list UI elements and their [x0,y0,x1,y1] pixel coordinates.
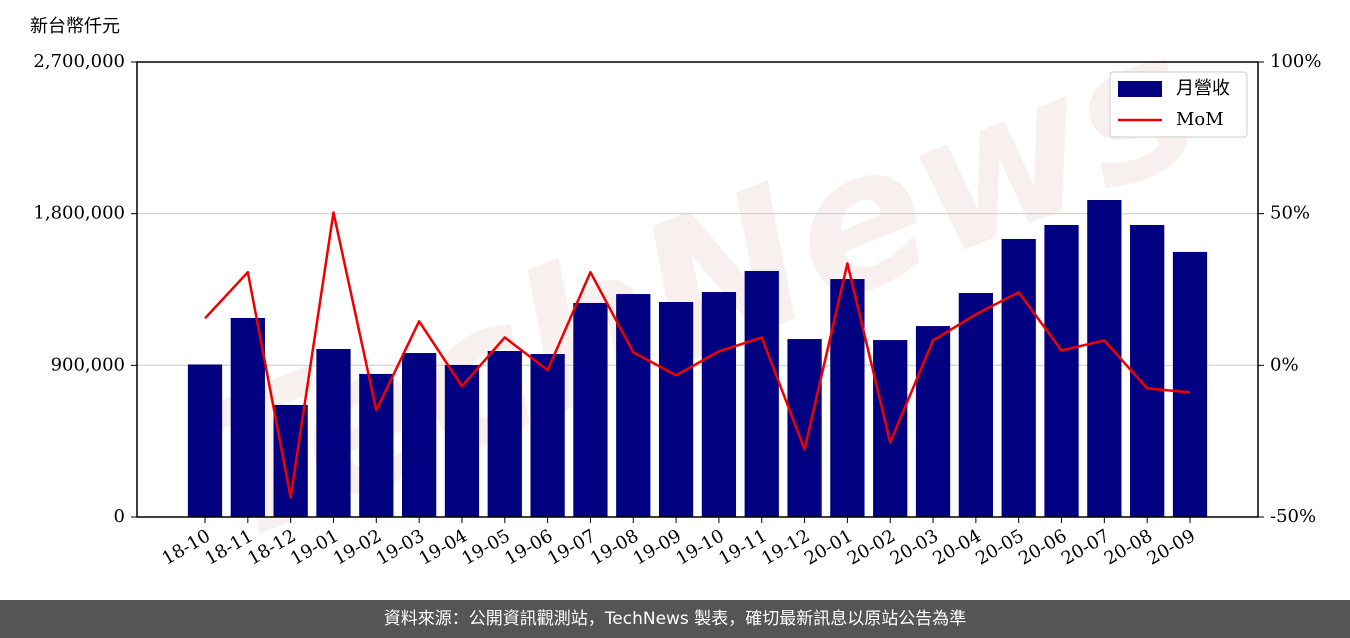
bar [873,340,908,517]
bar [316,348,351,517]
y2-tick-label: -50% [1270,506,1316,527]
y2-tick-label: 0% [1270,354,1299,375]
y2-tick-label: 100% [1270,51,1321,72]
x-tick-label: 19-08 [587,525,642,569]
bar [402,353,437,517]
y-tick-label: 900,000 [51,354,125,375]
y-tick-label: 1,800,000 [33,203,125,224]
footer-text: 資料來源：公開資訊觀測站，TechNews 製表，確切最新訊息以原站公告為準 [384,609,966,629]
bar [658,301,694,517]
x-tick-label: 19-07 [544,525,599,569]
x-tick-label: 19-06 [501,525,556,569]
x-tick-label: 19-09 [630,525,685,569]
x-tick-label: 20-07 [1058,525,1113,569]
x-tick-label: 20-08 [1101,525,1156,569]
bar [444,364,480,517]
bar [487,351,522,517]
x-tick-label: 19-04 [416,525,471,569]
legend-label: 月營收 [1176,78,1230,99]
x-tick-label: 20-05 [972,525,1027,569]
bar [1130,224,1165,518]
x-tick-label: 20-06 [1015,525,1070,569]
x-tick-label: 20-02 [844,525,899,569]
legend-swatch [1118,81,1162,97]
y2-tick-label: 50% [1270,203,1310,224]
bar [787,339,822,517]
x-tick-label: 19-05 [458,525,513,569]
bar [573,302,608,517]
legend-label: MoM [1176,109,1224,130]
x-tick-label: 20-03 [887,525,942,569]
x-tick-label: 20-09 [1144,525,1199,569]
bar [530,354,565,517]
y-axis-label: 新台幣仟元 [30,16,120,37]
bar [187,364,223,517]
bar [1044,224,1079,518]
bar [958,293,993,517]
bar [830,279,865,517]
line [204,211,1191,499]
bar [915,326,951,517]
plot-frame [136,61,1259,518]
x-tick-label: 19-10 [672,525,727,569]
bar [744,270,779,517]
bar [230,317,265,517]
footer-bar [0,600,1350,638]
x-tick-label: 19-12 [758,525,813,569]
x-tick-label: 19-11 [715,525,770,569]
bar [1087,200,1122,517]
x-tick-label: 20-04 [929,525,984,569]
bar [701,292,737,517]
x-tick-label: 20-01 [801,525,856,569]
bar [1172,251,1208,518]
y-tick-label: 0 [114,506,125,527]
x-tick-label: 18-10 [159,525,214,569]
y-tick-label: 2,700,000 [33,51,125,72]
bar [359,373,394,517]
bar [1001,238,1036,517]
